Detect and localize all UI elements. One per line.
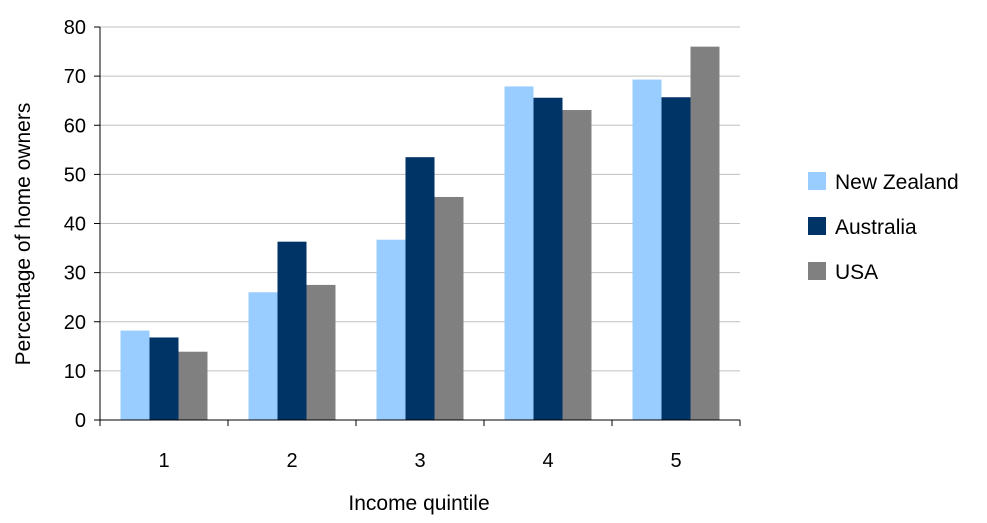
bar-new-zealand-5	[632, 79, 662, 420]
bar-usa-5	[690, 46, 720, 421]
y-tick-label: 40	[64, 214, 86, 236]
y-axis-title: Percentage of home owners	[12, 103, 35, 366]
bar-usa-4	[562, 110, 592, 421]
tick-labels: 0 10 20 30 40 50 60 70 80 1 2 3 4 5	[64, 17, 682, 472]
bar-australia-5	[661, 97, 691, 420]
y-tick-label: 10	[64, 361, 86, 383]
bar-australia-1	[149, 337, 179, 420]
legend-label: USA	[835, 261, 878, 284]
legend: New Zealand Australia USA	[808, 171, 959, 284]
y-tick-label: 50	[64, 164, 86, 186]
y-tick-label: 30	[64, 263, 86, 285]
legend-label: Australia	[835, 216, 917, 239]
legend-label: New Zealand	[835, 171, 959, 194]
bar-australia-4	[533, 97, 563, 421]
bar-usa-1	[178, 351, 208, 420]
x-tick-label: 5	[670, 450, 681, 472]
bar-new-zealand-2	[248, 292, 278, 420]
bar-new-zealand-1	[120, 330, 150, 420]
bar-usa-3	[434, 196, 464, 420]
bar-new-zealand-4	[504, 86, 534, 420]
y-tick-label: 0	[75, 410, 86, 432]
bars	[120, 46, 720, 421]
x-axis-title: Income quintile	[348, 492, 489, 515]
bar-new-zealand-3	[376, 239, 406, 420]
legend-swatch	[808, 217, 826, 235]
legend-swatch	[808, 262, 826, 280]
y-tick-label: 20	[64, 312, 86, 334]
bar-australia-3	[405, 157, 435, 420]
axes	[94, 26, 741, 426]
y-tick-label: 60	[64, 115, 86, 137]
bar-australia-2	[277, 241, 307, 420]
bar-usa-2	[306, 284, 336, 420]
x-tick-label: 3	[414, 450, 425, 472]
y-tick-label: 70	[64, 66, 86, 88]
x-tick-label: 4	[542, 450, 553, 472]
x-tick-label: 2	[286, 450, 297, 472]
y-tick-label: 80	[64, 17, 86, 39]
legend-swatch	[808, 172, 826, 190]
x-tick-label: 1	[158, 450, 169, 472]
